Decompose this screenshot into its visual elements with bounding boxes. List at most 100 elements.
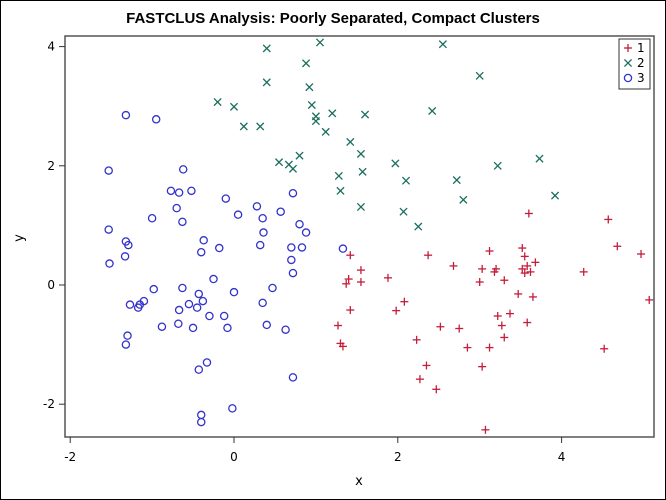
data-point (506, 309, 515, 318)
data-point (520, 252, 529, 261)
data-point (288, 164, 298, 173)
data-point (399, 207, 408, 216)
legend-item-3: 3 (623, 71, 645, 85)
data-point (202, 358, 212, 367)
data-point (239, 122, 248, 131)
data-point (288, 188, 298, 198)
data-point (172, 203, 181, 213)
data-point (415, 375, 424, 384)
data-point (493, 161, 502, 170)
data-point (194, 289, 204, 299)
data-point (262, 78, 271, 87)
data-point (184, 299, 194, 309)
data-point (120, 252, 130, 261)
data-point (321, 127, 330, 136)
y-tick-label: 4 (47, 40, 55, 54)
data-point (475, 71, 484, 80)
data-point (178, 217, 187, 227)
data-point (196, 247, 206, 257)
x-tick-label: 4 (558, 450, 566, 464)
y-axis-label: y (12, 234, 27, 242)
data-point (523, 318, 532, 327)
data-point (424, 251, 433, 260)
data-point (535, 154, 544, 163)
data-point (196, 410, 206, 420)
data-point (295, 219, 304, 229)
data-point (268, 283, 277, 293)
data-point (228, 404, 237, 413)
data-point (356, 278, 365, 287)
data-point (199, 236, 208, 245)
data-point (196, 417, 206, 427)
data-point (187, 186, 196, 196)
data-point (520, 269, 529, 278)
data-point (526, 267, 535, 276)
data-point (121, 340, 131, 349)
series-3 (104, 110, 348, 427)
data-point (305, 83, 314, 92)
data-point (478, 264, 487, 273)
data-point (205, 311, 214, 321)
data-point (342, 279, 351, 288)
data-point (604, 215, 613, 224)
legend-item-2: 2 (623, 56, 645, 70)
data-point (259, 228, 268, 237)
data-point (531, 258, 540, 267)
y-tick-label: -2 (43, 397, 55, 411)
data-point (414, 222, 423, 231)
data-point (400, 297, 409, 306)
data-point (455, 324, 464, 333)
data-point (383, 273, 392, 282)
data-point (452, 176, 461, 185)
data-point (262, 320, 272, 330)
data-point (178, 283, 187, 293)
data-point (229, 287, 239, 297)
data-point (188, 323, 198, 333)
data-point (105, 259, 114, 268)
x-axis-label: x (355, 474, 363, 489)
data-point (198, 296, 208, 306)
data-point (301, 228, 311, 237)
legend: 123 (618, 38, 651, 90)
data-point (297, 243, 307, 252)
data-point (157, 322, 167, 331)
data-point (302, 59, 311, 68)
data-point (262, 44, 271, 53)
data-point (637, 250, 646, 259)
data-point (518, 244, 527, 253)
data-point (344, 275, 353, 284)
data-point (151, 115, 161, 124)
data-point (481, 425, 490, 434)
data-point (475, 278, 484, 287)
series-1 (334, 209, 654, 434)
data-point (229, 102, 239, 111)
data-point (149, 284, 158, 294)
data-point (281, 325, 290, 334)
legend-cross-icon (623, 58, 633, 68)
data-point (133, 303, 143, 312)
data-point (500, 333, 509, 342)
series-2 (213, 38, 560, 231)
y-tick-label: 0 (47, 278, 55, 292)
data-point (274, 158, 284, 167)
data-point (121, 110, 131, 120)
data-point (315, 38, 325, 47)
data-point (178, 165, 188, 174)
data-point (493, 311, 502, 320)
data-point (338, 342, 347, 351)
data-point (124, 240, 133, 250)
data-point (174, 319, 183, 328)
data-point (600, 344, 609, 353)
data-point (213, 97, 222, 107)
data-point (438, 40, 447, 49)
data-point (252, 202, 262, 211)
legend-label: 3 (637, 71, 645, 85)
data-point (256, 122, 265, 131)
data-point (166, 186, 176, 196)
data-point (478, 362, 487, 371)
data-point (463, 343, 472, 352)
data-point (360, 110, 370, 119)
data-point (233, 210, 243, 219)
data-point (645, 295, 654, 304)
